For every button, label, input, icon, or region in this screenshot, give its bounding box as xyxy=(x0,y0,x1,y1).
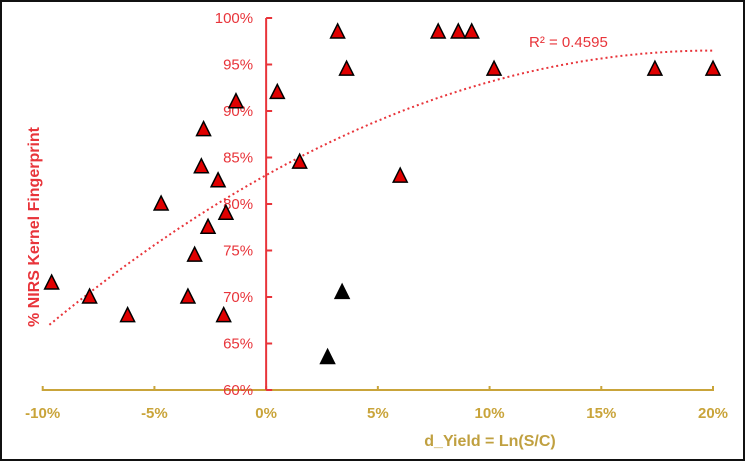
data-point-red xyxy=(43,273,60,290)
y-tick-label: 80% xyxy=(223,196,253,213)
data-point-red xyxy=(450,22,467,39)
x-tick-label: 15% xyxy=(586,405,616,422)
data-point-red xyxy=(391,166,409,183)
data-point-black xyxy=(319,347,336,365)
x-axis-title: d_Yield = Ln(S/C) xyxy=(424,433,555,450)
data-point-red xyxy=(119,305,136,323)
data-point-red xyxy=(704,59,722,76)
data-point-red xyxy=(81,287,98,304)
data-point-red xyxy=(227,92,245,109)
x-tick-label: 20% xyxy=(698,405,728,422)
x-tick-label: 5% xyxy=(367,405,389,422)
y-tick-label: 85% xyxy=(223,150,253,167)
data-point-red xyxy=(269,82,286,100)
data-point-red xyxy=(199,217,217,234)
data-point-red xyxy=(291,152,308,169)
data-point-red xyxy=(195,119,212,137)
data-point-red xyxy=(215,305,232,323)
data-point-red xyxy=(338,59,355,76)
y-tick-label: 65% xyxy=(223,336,253,353)
data-point-red xyxy=(186,245,203,262)
data-point-red xyxy=(209,171,227,188)
y-tick-label: 95% xyxy=(223,57,253,74)
data-point-red xyxy=(193,157,210,174)
y-axis-title: % NIRS Kernel Fingerprint xyxy=(26,126,43,327)
x-tick-label: -10% xyxy=(25,405,60,422)
trendline xyxy=(48,49,713,326)
data-point-red xyxy=(463,22,480,39)
x-tick-label: -5% xyxy=(141,405,168,422)
r-squared-label: R² = 0.4595 xyxy=(529,34,608,51)
data-point-red xyxy=(429,22,447,39)
data-point-red xyxy=(152,194,170,211)
y-tick-label: 75% xyxy=(223,243,253,260)
y-tick-label: 100% xyxy=(215,10,253,27)
x-tick-label: 10% xyxy=(475,405,505,422)
data-point-red xyxy=(329,22,346,39)
data-point-red xyxy=(485,59,503,76)
y-tick-label: 60% xyxy=(223,382,253,399)
x-tick-label: 0% xyxy=(255,405,277,422)
data-point-red xyxy=(646,59,664,76)
y-tick-label: 70% xyxy=(223,289,253,306)
data-point-red xyxy=(179,287,197,304)
data-point-black xyxy=(333,282,351,300)
data-point-red xyxy=(217,203,235,221)
